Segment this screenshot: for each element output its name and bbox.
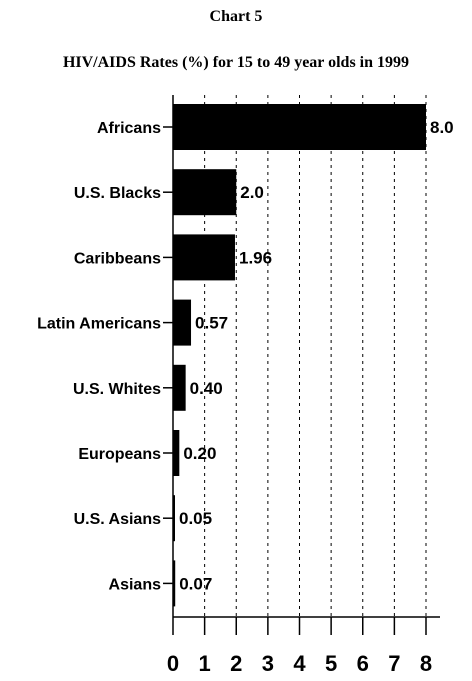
bar	[173, 430, 180, 476]
bar	[173, 234, 235, 281]
bar	[173, 495, 175, 542]
bar	[173, 560, 176, 607]
x-tick-label: 1	[199, 651, 211, 676]
x-tick-label: 7	[388, 651, 400, 676]
axes	[163, 95, 440, 635]
x-tick-label: 5	[325, 651, 337, 676]
bar	[173, 169, 237, 216]
value-label: 1.96	[239, 248, 272, 267]
category-label: Europeans	[78, 446, 161, 463]
category-label: Africans	[97, 120, 161, 137]
category-label: U.S. Whites	[73, 381, 161, 398]
x-tick-label: 0	[167, 651, 179, 676]
value-label: 0.07	[179, 574, 212, 593]
x-tick-label: 8	[420, 651, 432, 676]
bars	[173, 104, 426, 607]
value-label: 0.20	[183, 444, 216, 463]
x-tick-label: 3	[262, 651, 274, 676]
x-tick-label: 4	[293, 651, 306, 676]
category-label: U.S. Asians	[74, 511, 162, 528]
category-label: U.S. Blacks	[74, 185, 161, 202]
chart-number: Chart 5	[209, 8, 263, 25]
value-label: 0.05	[179, 509, 212, 528]
category-label: Asians	[109, 576, 162, 593]
value-label: 8.0	[430, 118, 454, 137]
labels: 0 1 2 3 4 5 6 7 8 Africans 8.0 U.S. Blacks 2.0 Caribb…	[37, 118, 454, 676]
x-tick-label: 2	[230, 651, 242, 676]
grid-lines	[204, 95, 427, 617]
category-label: Caribbeans	[74, 250, 161, 267]
x-tick-label: 6	[357, 651, 369, 676]
bar	[173, 364, 186, 411]
category-label: Latin Americans	[37, 316, 161, 333]
bar	[173, 299, 192, 346]
value-label: 0.57	[195, 314, 228, 333]
bar	[173, 104, 426, 150]
chart-title: HIV/AIDS Rates (%) for 15 to 49 year old…	[62, 54, 410, 71]
value-label: 2.0	[240, 183, 264, 202]
value-label: 0.40	[190, 379, 223, 398]
